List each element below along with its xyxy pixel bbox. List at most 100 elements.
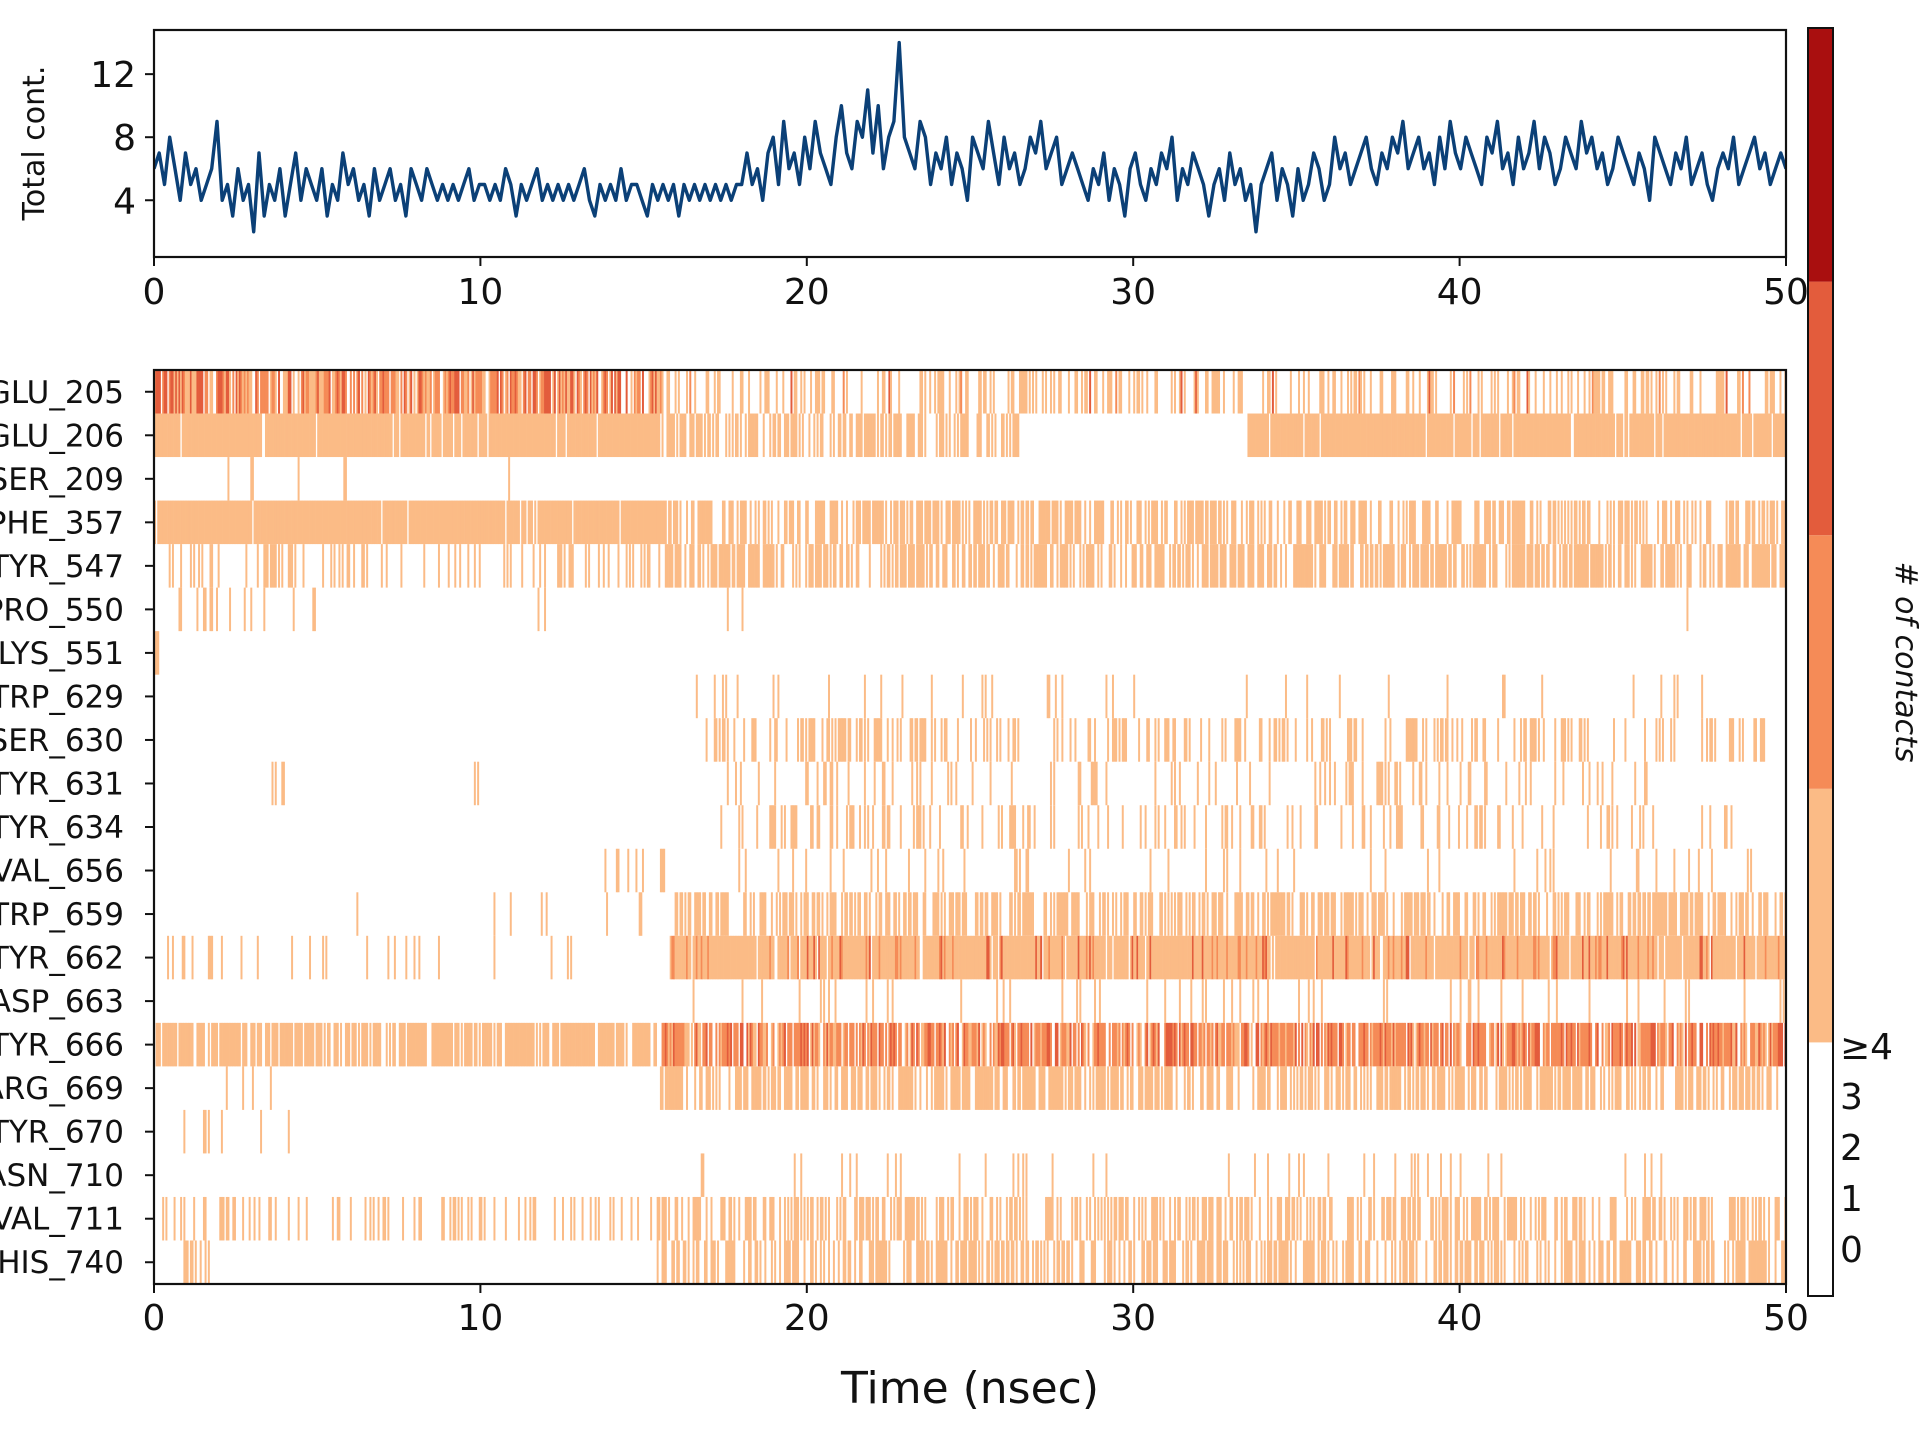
contact-cell	[1502, 501, 1504, 545]
contact-cell	[1590, 1023, 1592, 1067]
contact-cell	[861, 1066, 863, 1110]
heatmap-row-tyr-662	[167, 936, 1788, 980]
contact-cell	[835, 718, 837, 762]
contact-cell	[1355, 370, 1357, 414]
contact-cell	[820, 544, 822, 588]
contact-cell	[795, 370, 797, 414]
contact-cell	[1097, 805, 1099, 849]
contact-cell	[267, 544, 269, 588]
contact-cell	[880, 675, 882, 719]
contact-cell	[291, 1023, 293, 1067]
contact-cell	[1223, 370, 1225, 414]
contact-cell	[1621, 892, 1623, 936]
contact-cell	[1456, 718, 1458, 762]
contact-cell	[397, 370, 399, 414]
contact-cell	[913, 1023, 915, 1067]
contact-cell	[1706, 718, 1708, 762]
contact-cell	[1105, 762, 1107, 806]
contact-cell	[759, 1066, 761, 1110]
contact-cell	[1048, 675, 1050, 719]
contact-cell	[1313, 892, 1315, 936]
contact-cell	[725, 414, 727, 458]
contact-cell	[1737, 501, 1739, 545]
contact-cell	[1513, 718, 1515, 762]
contact-cell	[557, 1023, 559, 1067]
contact-cell	[1626, 979, 1628, 1023]
contact-cell	[1691, 370, 1693, 414]
contact-cell	[1340, 501, 1342, 545]
contact-cell	[694, 1066, 696, 1110]
contact-cell	[1543, 370, 1545, 414]
contact-cell	[580, 370, 582, 414]
contact-cell	[1225, 544, 1227, 588]
contact-cell	[1616, 805, 1618, 849]
contact-cell	[564, 544, 566, 588]
contact-cell	[1442, 718, 1444, 762]
contact-cell	[461, 1023, 463, 1067]
contact-cell	[776, 544, 778, 588]
contact-cell	[1257, 1023, 1259, 1067]
contact-cell	[890, 414, 892, 458]
contact-cell	[1246, 501, 1248, 545]
contact-cell	[1267, 979, 1269, 1023]
contact-cell	[1424, 892, 1426, 936]
contact-cell	[1089, 849, 1091, 893]
contact-cell	[1321, 979, 1323, 1023]
contact-cell	[946, 414, 948, 458]
contact-cell	[1404, 544, 1406, 588]
contact-cell	[1597, 892, 1599, 936]
contact-cell	[924, 849, 926, 893]
contact-cell	[1226, 501, 1228, 545]
contact-cell	[784, 805, 786, 849]
contact-cell	[1686, 501, 1688, 545]
contact-cell	[1494, 370, 1496, 414]
contact-cell	[1450, 979, 1452, 1023]
contact-cell	[1744, 979, 1746, 1023]
contact-cell	[693, 544, 695, 588]
contact-cell	[1773, 501, 1775, 545]
contact-cell	[1194, 805, 1196, 849]
contact-cell	[689, 936, 691, 980]
contact-cell	[1057, 718, 1059, 762]
contact-cell	[1367, 892, 1369, 936]
contact-cell	[714, 675, 716, 719]
contact-cell	[467, 370, 469, 414]
contact-cell	[471, 1023, 473, 1067]
contact-cell	[298, 370, 300, 414]
contact-cell	[1651, 544, 1653, 588]
contact-cell	[1647, 370, 1649, 414]
contact-cell	[861, 718, 863, 762]
contact-cell	[337, 1023, 339, 1067]
contact-cell	[350, 370, 352, 414]
contact-cell	[1494, 892, 1496, 936]
contact-cell	[1602, 1023, 1604, 1067]
contact-cell	[1401, 892, 1403, 936]
contact-cell	[1053, 718, 1055, 762]
contact-cell	[1435, 370, 1437, 414]
contact-cell	[1009, 414, 1011, 458]
contact-cell	[1478, 414, 1480, 458]
contact-cell	[232, 370, 234, 414]
contact-cell	[1221, 892, 1223, 936]
contact-cell	[1713, 544, 1715, 588]
contact-cell	[348, 544, 350, 588]
contact-cell	[797, 718, 799, 762]
contact-cell	[810, 370, 812, 414]
contact-cell	[1432, 936, 1434, 980]
contact-cell	[1340, 370, 1342, 414]
contact-cell	[1409, 544, 1411, 588]
contact-cell	[991, 414, 993, 458]
contact-cell	[1589, 892, 1591, 936]
contact-cell	[275, 762, 277, 806]
contact-cell	[684, 414, 686, 458]
contact-cell	[869, 892, 871, 936]
contact-cell	[1673, 370, 1675, 414]
contact-cell	[884, 1066, 886, 1110]
contact-cell	[1531, 501, 1533, 545]
contact-cell	[1158, 718, 1160, 762]
contact-cell	[1003, 414, 1005, 458]
contact-cell	[1538, 1023, 1540, 1067]
contact-cell	[593, 1023, 595, 1067]
contact-cell	[941, 501, 943, 545]
contact-cell	[990, 718, 992, 762]
